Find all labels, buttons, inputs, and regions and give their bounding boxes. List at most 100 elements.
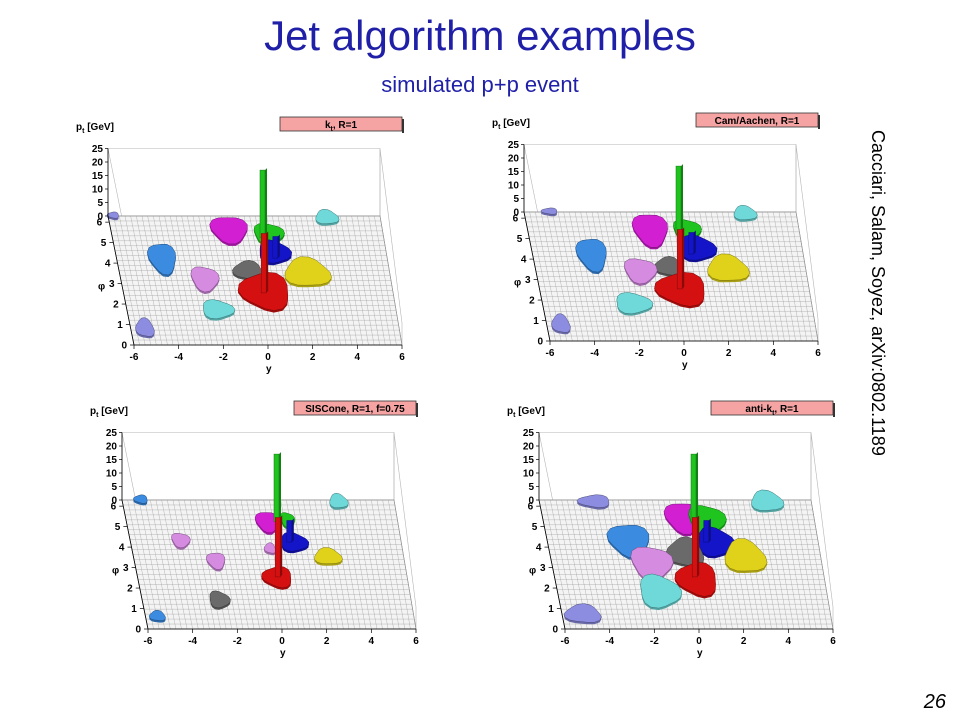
jet-region-violet: [623, 258, 658, 285]
algorithm-label-shadow: [833, 403, 835, 417]
algorithm-label-sub: t: [331, 126, 334, 133]
phi-tick-label: 6: [111, 502, 117, 513]
x-tick-label: -4: [188, 636, 197, 647]
phi-tick-label: 5: [532, 522, 538, 533]
tower-red-side: [682, 227, 685, 289]
jet-region-violet: [190, 266, 220, 293]
jet-region-red: [261, 566, 292, 589]
phi-axis-title: φ: [98, 282, 105, 293]
jet-region-lavender: [106, 211, 119, 219]
x-tick-label: 6: [413, 636, 419, 647]
z-tick-label: 10: [523, 469, 535, 480]
tower-red: [260, 233, 267, 294]
jet-region-gray: [209, 590, 231, 609]
phi-tick-label: 6: [513, 214, 519, 225]
z-axis-title-unit: [GeV]: [515, 406, 544, 417]
algorithm-label-main: SISCone, R=1, f=0.75: [305, 404, 405, 415]
z-axis-title: pt [GeV]: [76, 122, 114, 135]
algorithm-label-suffix: , R=1: [774, 404, 799, 415]
x-tick-label: -4: [174, 352, 183, 363]
x-tick-label: 6: [815, 348, 821, 359]
phi-tick-label: 4: [521, 255, 527, 266]
x-tick-label: 4: [786, 636, 792, 647]
phi-tick-label: 4: [119, 543, 125, 554]
jet-region-lavender: [576, 494, 610, 508]
panel-cam-aachen: -6 -4 -2 0 2 4 6 0 1 2 3 4 5 6 0 5 10 15 20 25 y φ pt [GeV] Cam…: [488, 104, 858, 374]
x-tick-label: -6: [144, 636, 153, 647]
phi-tick-label: 0: [552, 625, 558, 636]
x-tick-label: 0: [265, 352, 271, 363]
phi-tick-label: 3: [123, 563, 129, 574]
jet-region-yellow: [707, 253, 750, 281]
phi-axis: [523, 211, 551, 342]
x-axis-title: y: [266, 364, 272, 375]
jet-region-violet: [171, 533, 191, 549]
algorithm-label-shadow: [416, 403, 418, 417]
x-tick-label: -2: [650, 636, 659, 647]
tower-blue: [703, 520, 710, 543]
jet-region-lavender: [135, 317, 155, 337]
x-tick-label: -2: [635, 348, 644, 359]
tower-red-side: [280, 515, 283, 577]
x-tick-label: -2: [233, 636, 242, 647]
z-tick-label: 0: [513, 208, 519, 219]
jet-region-cyan: [751, 489, 785, 511]
algorithm-label-main: k: [325, 120, 331, 131]
z-tick-label: 15: [92, 171, 104, 182]
z-tick-label: 25: [523, 428, 535, 439]
panel-anti-kt: -6 -4 -2 0 2 4 6 0 1 2 3 4 5 6 0 5 10 15 20 25 y φ pt [GeV] ant…: [503, 392, 873, 662]
z-tick-label: 10: [106, 469, 118, 480]
tower-red: [691, 517, 698, 578]
x-tick-label: 0: [279, 636, 285, 647]
tower-green-side: [696, 452, 698, 522]
jet-region-red: [674, 562, 716, 597]
phi-tick-label: 2: [113, 300, 119, 311]
x-tick-label: 4: [355, 352, 361, 363]
back-wall: [121, 432, 395, 501]
jet-region-lightblue: [575, 239, 607, 273]
jet-region-cyan: [315, 208, 340, 224]
jet-region-lightblue: [133, 494, 148, 504]
z-tick-label: 5: [97, 198, 103, 209]
z-axis-title-sub: t: [96, 412, 99, 419]
tower-blue-side: [277, 234, 280, 259]
tower-blue: [272, 236, 279, 259]
jet-region-violet: [630, 546, 674, 581]
back-wall: [538, 432, 812, 501]
algorithm-label: kt, R=1: [325, 120, 358, 133]
slide-subtitle: simulated p+p event: [381, 72, 579, 97]
phi-tick-label: 1: [533, 316, 539, 327]
jet-region-magenta: [254, 512, 280, 533]
x-tick-label: 4: [369, 636, 375, 647]
x-tick-label: 2: [324, 636, 330, 647]
jet-region-lavender: [551, 313, 571, 333]
phi-tick-label: 1: [117, 320, 123, 331]
z-axis-title-unit: [GeV]: [500, 118, 529, 129]
phi-tick-label: 6: [97, 218, 103, 229]
phi-axis: [121, 499, 149, 630]
z-axis-title-p: p: [90, 406, 96, 417]
z-tick-label: 25: [508, 140, 520, 151]
phi-tick-label: 0: [135, 625, 141, 636]
x-tick-label: 0: [681, 348, 687, 359]
slide-title: Jet algorithm examples: [264, 12, 696, 59]
tower-red-side: [697, 515, 700, 577]
z-axis-title-unit: [GeV]: [98, 406, 127, 417]
jet-region-cyan: [733, 204, 758, 220]
page-number: 26: [923, 691, 946, 713]
z-axis-title: pt [GeV]: [507, 406, 545, 419]
jet-region-violet: [263, 542, 277, 554]
phi-tick-label: 1: [131, 604, 137, 615]
tower-green-side: [681, 164, 683, 234]
z-tick-label: 20: [523, 442, 535, 453]
jet-region-cyan: [616, 292, 654, 315]
z-tick-label: 5: [513, 194, 519, 205]
tower-green-side: [279, 452, 281, 522]
algorithm-label-main: Cam/Aachen, R=1: [715, 116, 800, 127]
phi-tick-label: 2: [544, 584, 550, 595]
phi-tick-label: 3: [109, 279, 115, 290]
jet-region-magenta: [209, 217, 248, 245]
